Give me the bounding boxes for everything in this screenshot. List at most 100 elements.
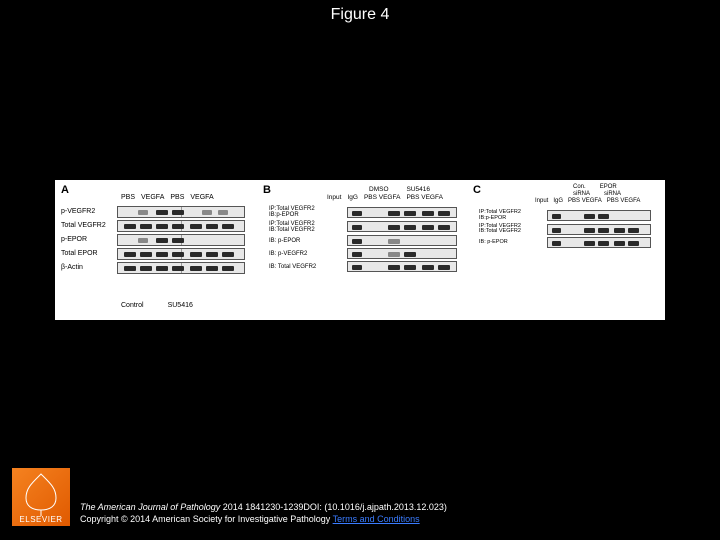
gel-band [614,241,625,246]
gel-band [218,210,228,215]
row-label: IP:Total VEGFR2IB:p-EPOR [479,210,547,222]
blot-row: p-EPOR [61,234,256,246]
gel-band [140,266,152,271]
gel-band [140,252,152,257]
gel-band [156,266,168,271]
gel-strip [347,261,457,272]
panel-b-rows: IP:Total VEGFR2IB:p-EPOR IP:Total VEGFR2I… [269,206,469,274]
gel-band [156,210,168,215]
gel-strip [117,206,245,218]
panel-a-header: PBS VEGFA PBS VEGFA [121,194,214,201]
lane-label: VEGFA [190,194,213,201]
foot-label: Control [121,302,144,309]
gel-band [138,238,148,243]
gel-strip [347,248,457,259]
figure-title: Figure 4 [0,6,720,24]
citation: The American Journal of Pathology 2014 1… [80,501,447,526]
gel-band [388,211,400,216]
gel-band [352,211,362,216]
gel-band [404,211,416,216]
blot-row: β-Actin [61,262,256,274]
lane-label: Input [535,198,548,204]
gel-band [124,224,136,229]
gel-band [614,228,625,233]
lane-label: Input [327,194,341,201]
gel-strip [347,207,457,218]
row-label: IB: p-VEGFR2 [269,251,347,257]
gel-band [352,252,362,257]
gel-band [222,252,234,257]
lane-label: PBS VEGFA [607,198,641,204]
gel-band [388,252,400,257]
row-label: IB: p-EPOR [269,238,347,244]
gel-band [190,266,202,271]
gel-strip [347,221,457,232]
lane-label: siRNA [573,191,590,197]
lane-label: PBS VEGFA [364,194,401,201]
gel-band [422,225,434,230]
gel-strip [117,234,245,246]
gel-band [598,214,609,219]
panel-c-header3: Input IgG PBS VEGFA PBS VEGFA [535,198,640,204]
gel-band [552,214,561,219]
blot-row: IP:Total VEGFR2IB:p-EPOR [479,210,659,222]
lane-label: PBS VEGFA [406,194,443,201]
panel-c-letter: C [473,184,481,196]
gel-band [628,241,639,246]
gel-band [438,211,450,216]
blot-row: IB: p-EPOR [479,237,659,248]
gel-band [422,265,434,270]
foot-label: SU5416 [168,302,193,309]
blot-row: IP:Total VEGFR2IB:Total VEGFR2 [269,221,469,234]
gel-band [156,252,168,257]
lane-label: SU5416 [407,186,431,193]
citation-line2: Copyright © 2014 American Society for In… [80,513,447,526]
gel-band [140,224,152,229]
panel-c-header2: siRNA siRNA [573,191,621,197]
gel-band [124,266,136,271]
gel-band [222,266,234,271]
gel-band [172,252,184,257]
gel-band [388,265,400,270]
lane-label: PBS [170,194,184,201]
row-label: IB: p-EPOR [479,240,547,246]
gel-band [156,238,168,243]
gel-band [190,224,202,229]
gel-band [584,241,595,246]
blot-row: IP:Total VEGFR2IB:p-EPOR [269,206,469,219]
gel-strip [547,224,651,235]
slide: Figure 4 A PBS VEGFA PBS VEGFA p-VEGFR2T… [0,0,720,540]
row-label: IP:Total VEGFR2IB:Total VEGFR2 [269,221,347,234]
elsevier-logo: ELSEVIER [12,468,70,526]
blot-row: Total EPOR [61,248,256,260]
lane-label: PBS [121,194,135,201]
journal-name: The American Journal of Pathology [80,502,220,512]
gel-band [438,265,450,270]
gel-band [584,228,595,233]
blot-row: IB: p-EPOR [269,235,469,246]
panel-c-rows: IP:Total VEGFR2IB:p-EPOR IP:Total VEGFR2I… [479,210,659,250]
blot-row: Total VEGFR2 [61,220,256,232]
gel-band [172,224,184,229]
gel-band [172,210,184,215]
row-label: IP:Total VEGFR2IB:Total VEGFR2 [479,224,547,236]
gel-band [352,239,362,244]
gel-band [206,224,218,229]
panel-c-header1: Con. EPOR [573,184,617,190]
gel-band [206,252,218,257]
gel-strip [547,237,651,248]
lane-label: VEGFA [141,194,164,201]
gel-strip [117,262,245,274]
terms-link[interactable]: Terms and Conditions [333,514,420,524]
gel-band [598,241,609,246]
blot-row: IB: Total VEGFR2 [269,261,469,272]
gel-band [404,252,416,257]
citation-line1: The American Journal of Pathology 2014 1… [80,501,447,514]
panel-b-letter: B [263,184,271,196]
gel-strip [347,235,457,246]
gel-band [352,265,362,270]
footer: ELSEVIER The American Journal of Patholo… [12,468,447,526]
panel-b-header2: Input IgG PBS VEGFA PBS VEGFA [327,194,443,201]
panel-a-letter: A [61,184,69,196]
gel-band [352,225,362,230]
